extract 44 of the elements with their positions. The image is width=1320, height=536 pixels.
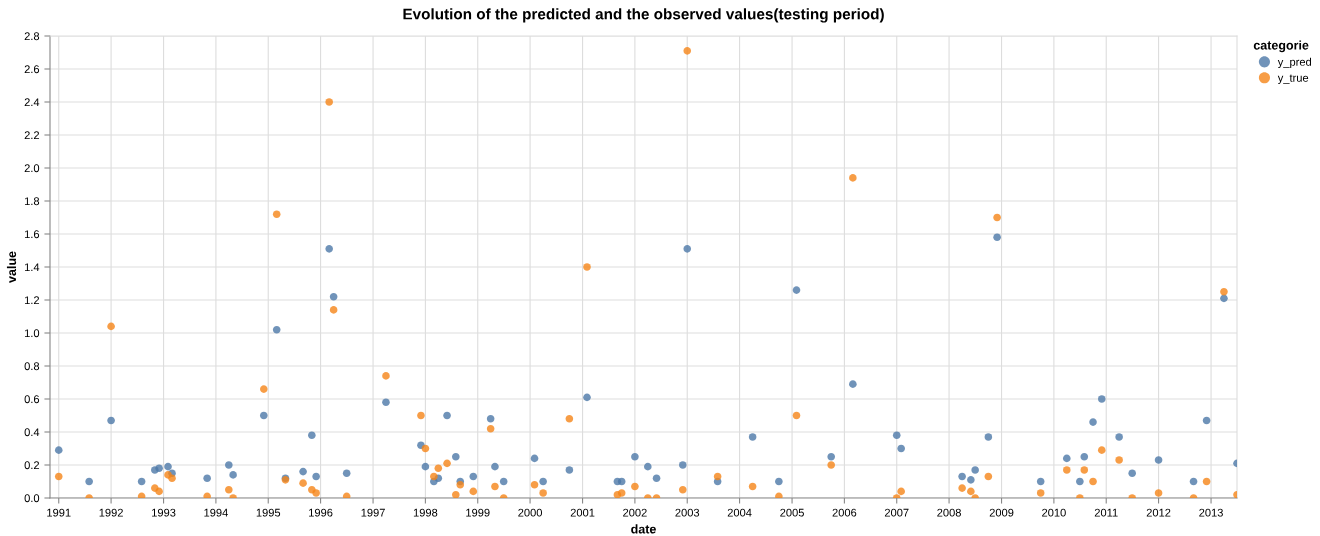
y-tick-label: 2.6	[24, 65, 40, 74]
legend-title: categorie	[1253, 40, 1309, 53]
y-tick-label: 0.8	[24, 362, 40, 371]
x-tick-label: 1994	[204, 508, 228, 517]
legend-label: y_true	[1277, 74, 1309, 84]
x-tick-label: 1996	[309, 508, 333, 517]
x-tick-label: 1992	[99, 508, 123, 517]
y-tick-label: 0.2	[24, 461, 40, 470]
x-tick-label: 2001	[570, 508, 595, 517]
y-tick-label: 2.4	[24, 98, 40, 107]
legend-label: y_pred	[1277, 57, 1312, 69]
y-axis-title: value	[6, 251, 17, 283]
y-tick-label: 0.6	[24, 395, 40, 404]
y-tick-label: 0.0	[24, 494, 40, 503]
x-tick-label: 2012	[1146, 508, 1171, 517]
x-tick-label: 2010	[1042, 508, 1066, 517]
x-tick-label: 2003	[675, 508, 700, 517]
x-tick-label: 1991	[47, 508, 71, 517]
x-tick-label: 2013	[1199, 508, 1223, 517]
x-tick-label: 2004	[727, 508, 752, 517]
x-tick-label: 2005	[780, 508, 804, 517]
chart-title: Evolution of the predicted and the observed values(testing period)	[403, 8, 884, 23]
x-tick-label: 2009	[989, 508, 1014, 517]
x-tick-label: 1998	[413, 508, 438, 517]
y-tick-label: 1.0	[24, 329, 40, 338]
y-tick-label: 1.2	[24, 296, 40, 305]
x-tick-label: 2007	[884, 508, 909, 517]
x-axis-title: date	[631, 524, 656, 534]
y-tick-label: 1.6	[24, 230, 40, 239]
x-tick-label: 1993	[152, 508, 176, 517]
y-tick-label: 1.4	[24, 263, 40, 272]
x-tick-label: 2008	[937, 508, 961, 517]
y-tick-label: 1.8	[24, 197, 40, 206]
y-tick-label: 2.2	[24, 131, 40, 140]
x-tick-label: 2002	[623, 508, 647, 517]
y-tick-label: 0.4	[24, 428, 40, 437]
x-tick-label: 2006	[832, 508, 857, 517]
x-tick-label: 1995	[256, 508, 281, 517]
y-tick-label: 2.8	[24, 32, 40, 41]
y-tick-label: 2.0	[24, 164, 40, 173]
x-tick-label: 1997	[361, 508, 385, 517]
x-tick-label: 1999	[466, 508, 490, 517]
x-tick-label: 2011	[1094, 508, 1118, 517]
x-tick-label: 2000	[518, 508, 542, 517]
